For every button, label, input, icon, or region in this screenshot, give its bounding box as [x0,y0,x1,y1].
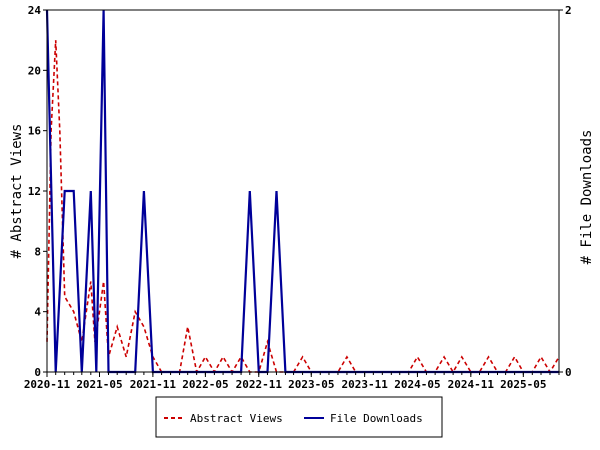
legend-label-abstract-views: Abstract Views [190,412,283,425]
x-tick-label: 2021-05 [76,378,122,391]
series-line-abstract-views [46,40,560,375]
x-tick-label: 2025-05 [500,378,546,391]
y-left-tick-label: 16 [28,125,42,138]
x-tick-label: 2022-11 [236,378,283,391]
legend-label-file-downloads: File Downloads [330,412,423,425]
x-tick-label: 2021-11 [130,378,177,391]
y-left-tick-label: 20 [28,64,41,77]
x-tick-label: 2020-11 [24,378,71,391]
axes-layer: 0 4 8 12 16 20 24 0 2 2020-11 2021-05 2021-11 2022-0… [24,4,572,391]
x-tick-label: 2023-11 [341,378,388,391]
plot-area [47,10,559,372]
plot-background [47,10,559,372]
x-tick-label: 2022-05 [182,378,228,391]
y-left-tick-label: 0 [34,366,41,379]
y-left-tick-label: 4 [34,306,41,319]
y-right-tick-label: 0 [565,366,572,379]
y-axis-right-title: # File Downloads [579,130,595,265]
x-tick-label: 2024-11 [448,378,495,391]
legend: Abstract Views File Downloads [155,396,443,438]
y-axis-left-title: # Abstract Views [9,124,25,259]
y-right-tick-label: 2 [565,4,572,17]
x-tick-label: 2023-05 [288,378,334,391]
y-left-tick-label: 8 [34,245,41,258]
x-tick-label: 2024-05 [394,378,440,391]
y-left-tick-label: 12 [28,185,41,198]
y-left-tick-label: 24 [28,4,42,17]
legend-box [155,396,443,438]
